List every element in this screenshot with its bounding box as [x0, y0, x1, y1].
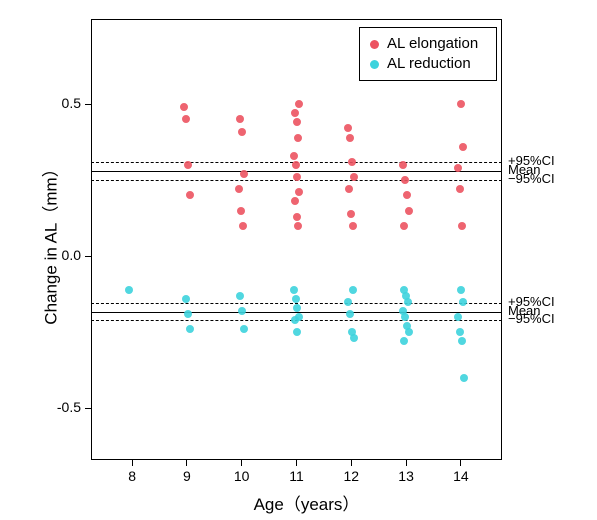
x-tick-label: 8 [117, 468, 147, 484]
x-tick-label: 11 [282, 468, 312, 484]
x-tick [351, 460, 352, 466]
x-tick [132, 460, 133, 466]
x-tick-label: 13 [391, 468, 421, 484]
x-tick-label: 12 [336, 468, 366, 484]
x-tick-label: 10 [227, 468, 257, 484]
chart-root: Change in AL（mm） Age（years） AL elongatio… [0, 0, 597, 520]
y-axis-title: Change in AL（mm） [37, 152, 62, 332]
legend-item: AL reduction [370, 54, 486, 74]
x-tick [241, 460, 242, 466]
legend-item: AL elongation [370, 34, 486, 54]
y-tick-label: -0.5 [57, 399, 81, 415]
y-tick [85, 408, 91, 409]
x-tick-label: 14 [446, 468, 476, 484]
x-tick [296, 460, 297, 466]
legend-swatch-reduction-icon [368, 58, 381, 71]
y-tick [85, 256, 91, 257]
x-tick [186, 460, 187, 466]
x-tick [406, 460, 407, 466]
y-tick-label: 0.0 [62, 247, 81, 263]
reference-line-label: −95%CI [508, 311, 555, 326]
x-tick-label: 9 [172, 468, 202, 484]
plot-area [91, 19, 502, 460]
x-axis-title: Age（years） [237, 490, 377, 515]
y-tick [85, 104, 91, 105]
legend: AL elongation AL reduction [359, 27, 497, 81]
legend-swatch-elongation-icon [368, 38, 381, 51]
legend-label: AL reduction [387, 54, 471, 74]
x-tick [460, 460, 461, 466]
y-tick-label: 0.5 [62, 95, 81, 111]
reference-line-label: −95%CI [508, 171, 555, 186]
legend-label: AL elongation [387, 34, 478, 54]
